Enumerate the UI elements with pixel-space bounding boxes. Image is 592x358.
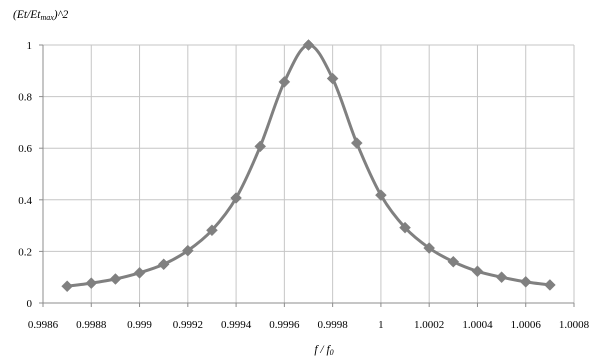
data-point-marker bbox=[399, 221, 411, 234]
data-point-marker bbox=[350, 137, 363, 149]
data-point-marker bbox=[61, 280, 73, 293]
y-tick-label: 0.2 bbox=[18, 246, 32, 258]
x-tick-label: 1 bbox=[378, 319, 384, 331]
x-tick-label: 0.999 bbox=[127, 319, 152, 331]
y-tick-label: 0.8 bbox=[18, 92, 32, 104]
data-point-marker bbox=[254, 140, 267, 153]
series bbox=[61, 39, 556, 293]
data-point-marker bbox=[423, 242, 436, 254]
data-point-marker bbox=[519, 275, 532, 288]
y-tick-label: 0.4 bbox=[18, 195, 32, 207]
x-tick-label: 0.9992 bbox=[173, 319, 203, 331]
data-point-marker bbox=[133, 266, 146, 279]
data-point-marker bbox=[471, 265, 484, 278]
x-tick-label: 1.0006 bbox=[511, 319, 542, 331]
data-point-marker bbox=[157, 258, 170, 271]
data-point-marker bbox=[181, 244, 194, 257]
x-tick-label: 0.9988 bbox=[76, 319, 107, 331]
y-tick-label: 0.6 bbox=[18, 143, 32, 155]
data-point-marker bbox=[375, 189, 387, 202]
data-point-marker bbox=[206, 224, 218, 237]
y-tick-label: 1 bbox=[27, 40, 33, 52]
data-point-marker bbox=[85, 277, 98, 289]
x-tick-label: 1.0004 bbox=[462, 319, 493, 331]
data-point-marker bbox=[544, 279, 556, 291]
y-tick-label: 0 bbox=[27, 298, 33, 310]
x-tick-label: 1.0002 bbox=[414, 319, 444, 331]
x-tick-label: 0.9998 bbox=[318, 319, 349, 331]
data-point-marker bbox=[495, 271, 508, 284]
data-point-marker bbox=[447, 255, 460, 268]
x-tick-labels: 0.9986 0.9988 0.999 0.9992 0.9994 0.9996 0.999… bbox=[28, 319, 590, 331]
data-point-marker bbox=[230, 192, 242, 204]
data-point-marker bbox=[109, 273, 122, 285]
x-tick-label: 0.9986 bbox=[28, 319, 59, 331]
data-point-marker bbox=[326, 72, 339, 85]
x-tick-label: 0.9994 bbox=[221, 319, 252, 331]
data-point-marker bbox=[278, 76, 291, 88]
x-tick-label: 0.9996 bbox=[269, 319, 300, 331]
x-axis-label: f / f0 bbox=[314, 344, 333, 357]
axes bbox=[39, 44, 575, 307]
x-tick-label: 1.0008 bbox=[559, 319, 590, 331]
data-point-marker bbox=[302, 39, 315, 51]
y-axis-label: (Et/Etmax)^2 bbox=[13, 9, 68, 22]
y-tick-labels: 0 0.2 0.4 0.6 0.8 1 bbox=[18, 40, 32, 310]
